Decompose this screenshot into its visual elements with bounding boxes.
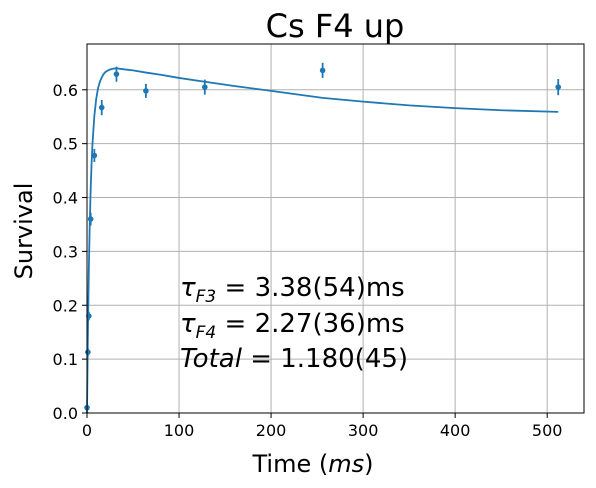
fit-curve	[86, 67, 559, 414]
data-point	[85, 349, 91, 355]
chart-title: Cs F4 up	[266, 7, 405, 45]
fit-curve-group	[86, 67, 559, 414]
annotation-tau-f3-subscript: F3	[196, 287, 217, 307]
data-point	[113, 71, 120, 77]
x-tick-label: 400	[440, 421, 471, 440]
fit-annotation: τF3 = 3.38(54)ms τF4 = 2.27(36)ms Total …	[180, 273, 408, 374]
y-axis-label: Survival	[10, 183, 38, 280]
plot-frame	[86, 43, 585, 414]
data-point	[91, 152, 98, 159]
y-tick-label: 0.1	[53, 350, 78, 369]
annotation-tau-f3-value: = 3.38(54)ms	[216, 273, 404, 303]
annotation-tau-f4-subscript: F4	[196, 323, 217, 343]
x-axis-label: Time (ms)	[252, 450, 374, 478]
x-tick-label: 100	[164, 421, 195, 440]
annotation-tau-f4: τF4 = 2.27(36)ms	[180, 309, 405, 343]
data-point	[319, 67, 326, 74]
y-tick-label: 0.4	[53, 189, 78, 208]
x-tick-label: 0	[82, 421, 92, 440]
annotation-total-value: = 1.180(45)	[242, 344, 408, 374]
x-tick-label: 500	[532, 421, 563, 440]
grid	[86, 44, 584, 414]
data-point	[202, 84, 208, 90]
annotation-tau-f4-symbol: τ	[180, 309, 196, 339]
y-tick-label: 0.5	[53, 135, 78, 154]
x-tick-label: 300	[348, 421, 379, 440]
x-tick-label: 200	[256, 421, 287, 440]
annotation-tau-f3-symbol: τ	[180, 273, 196, 303]
annotation-tau-f4-value: = 2.27(36)ms	[216, 309, 404, 339]
y-tick-label: 0.0	[53, 404, 78, 423]
data-points-group	[84, 62, 562, 411]
x-axis-label-unit: ms	[328, 450, 364, 478]
data-point	[143, 88, 149, 94]
data-point	[87, 216, 94, 222]
data-point	[555, 84, 562, 90]
data-point	[98, 104, 105, 111]
y-tick-label: 0.3	[53, 242, 78, 261]
y-tick-label: 0.2	[53, 296, 78, 315]
y-tick-label: 0.6	[53, 81, 78, 100]
annotation-tau-f3: τF3 = 3.38(54)ms	[180, 273, 405, 307]
x-ticks: 0 100 200 300 400 500	[82, 413, 563, 440]
x-axis-label-close: )	[364, 450, 373, 478]
y-ticks: 0.0 0.1 0.2 0.3 0.4 0.5 0.6	[53, 81, 87, 423]
annotation-total: Total = 1.180(45)	[180, 344, 408, 374]
annotation-total-label: Total	[180, 344, 243, 374]
x-axis-label-text: Time (	[252, 450, 329, 478]
